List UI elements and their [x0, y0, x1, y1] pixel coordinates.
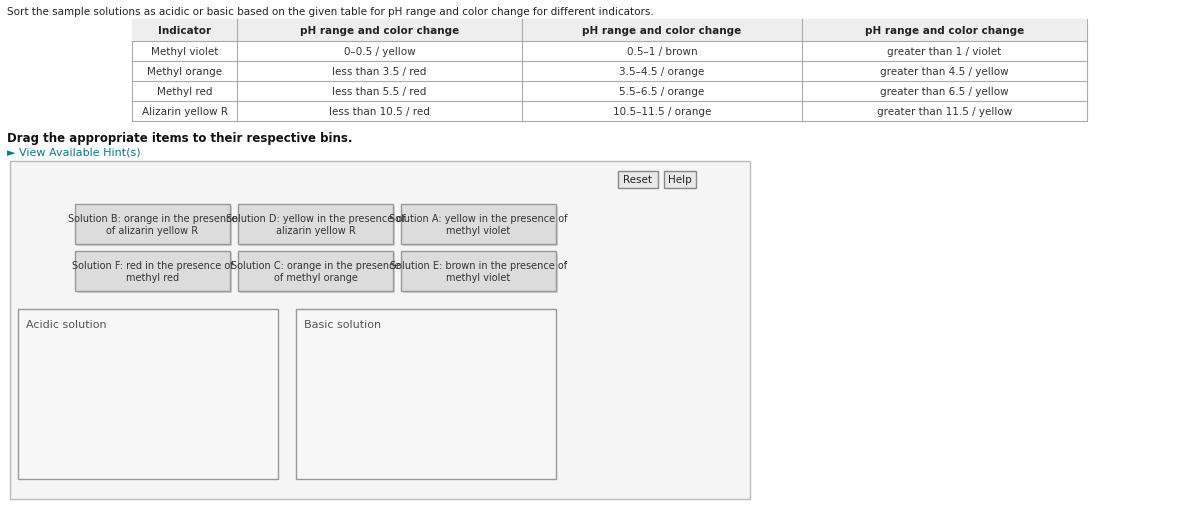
Bar: [240, 253, 395, 293]
Text: greater than 4.5 / yellow: greater than 4.5 / yellow: [880, 67, 1009, 77]
Text: Drag the appropriate items to their respective bins.: Drag the appropriate items to their resp…: [7, 132, 353, 145]
Text: less than 5.5 / red: less than 5.5 / red: [332, 87, 427, 97]
Text: Help: Help: [668, 175, 692, 185]
Bar: [77, 207, 232, 246]
Text: pH range and color change: pH range and color change: [300, 26, 460, 36]
Text: 3.5–4.5 / orange: 3.5–4.5 / orange: [619, 67, 704, 77]
Text: 10.5–11.5 / orange: 10.5–11.5 / orange: [613, 107, 712, 117]
Text: 5.5–6.5 / orange: 5.5–6.5 / orange: [619, 87, 704, 97]
Text: Solution F: red in the presence of
methyl red: Solution F: red in the presence of methy…: [72, 261, 233, 282]
Bar: [296, 309, 556, 479]
Text: Solution C: orange in the presence
of methyl orange: Solution C: orange in the presence of me…: [230, 261, 401, 282]
Text: Methyl orange: Methyl orange: [146, 67, 222, 77]
Text: Solution B: orange in the presence
of alizarin yellow R: Solution B: orange in the presence of al…: [67, 214, 238, 235]
Text: greater than 1 / violet: greater than 1 / violet: [887, 47, 1002, 57]
Text: Sort the sample solutions as acidic or basic based on the given table for pH ran: Sort the sample solutions as acidic or b…: [7, 7, 654, 17]
Bar: [403, 207, 558, 246]
Text: Methyl red: Methyl red: [157, 87, 212, 97]
Text: pH range and color change: pH range and color change: [582, 26, 742, 36]
Bar: [618, 172, 658, 189]
Text: Solution E: brown in the presence of
methyl violet: Solution E: brown in the presence of met…: [390, 261, 568, 282]
Text: Indicator: Indicator: [158, 26, 211, 36]
Bar: [403, 253, 558, 293]
Bar: [10, 162, 750, 499]
Text: less than 3.5 / red: less than 3.5 / red: [332, 67, 427, 77]
Bar: [401, 205, 556, 244]
Text: greater than 6.5 / yellow: greater than 6.5 / yellow: [880, 87, 1009, 97]
Text: pH range and color change: pH range and color change: [865, 26, 1024, 36]
Bar: [664, 172, 696, 189]
Text: Acidic solution: Acidic solution: [26, 319, 107, 329]
Bar: [77, 253, 232, 293]
Bar: [238, 251, 394, 292]
Bar: [74, 205, 230, 244]
Bar: [74, 251, 230, 292]
Text: Methyl violet: Methyl violet: [151, 47, 218, 57]
Bar: [132, 20, 1087, 122]
Bar: [238, 205, 394, 244]
Bar: [132, 20, 1087, 42]
Text: greater than 11.5 / yellow: greater than 11.5 / yellow: [877, 107, 1012, 117]
Text: Solution D: yellow in the presence of
alizarin yellow R: Solution D: yellow in the presence of al…: [226, 214, 406, 235]
Bar: [18, 309, 278, 479]
Text: Alizarin yellow R: Alizarin yellow R: [142, 107, 228, 117]
Text: less than 10.5 / red: less than 10.5 / red: [329, 107, 430, 117]
Bar: [240, 207, 395, 246]
Text: ► View Available Hint(s): ► View Available Hint(s): [7, 148, 140, 158]
Text: Basic solution: Basic solution: [304, 319, 382, 329]
Text: Reset: Reset: [624, 175, 653, 185]
Text: 0–0.5 / yellow: 0–0.5 / yellow: [343, 47, 415, 57]
Bar: [401, 251, 556, 292]
Text: 0.5–1 / brown: 0.5–1 / brown: [626, 47, 697, 57]
Text: Solution A: yellow in the presence of
methyl violet: Solution A: yellow in the presence of me…: [389, 214, 568, 235]
